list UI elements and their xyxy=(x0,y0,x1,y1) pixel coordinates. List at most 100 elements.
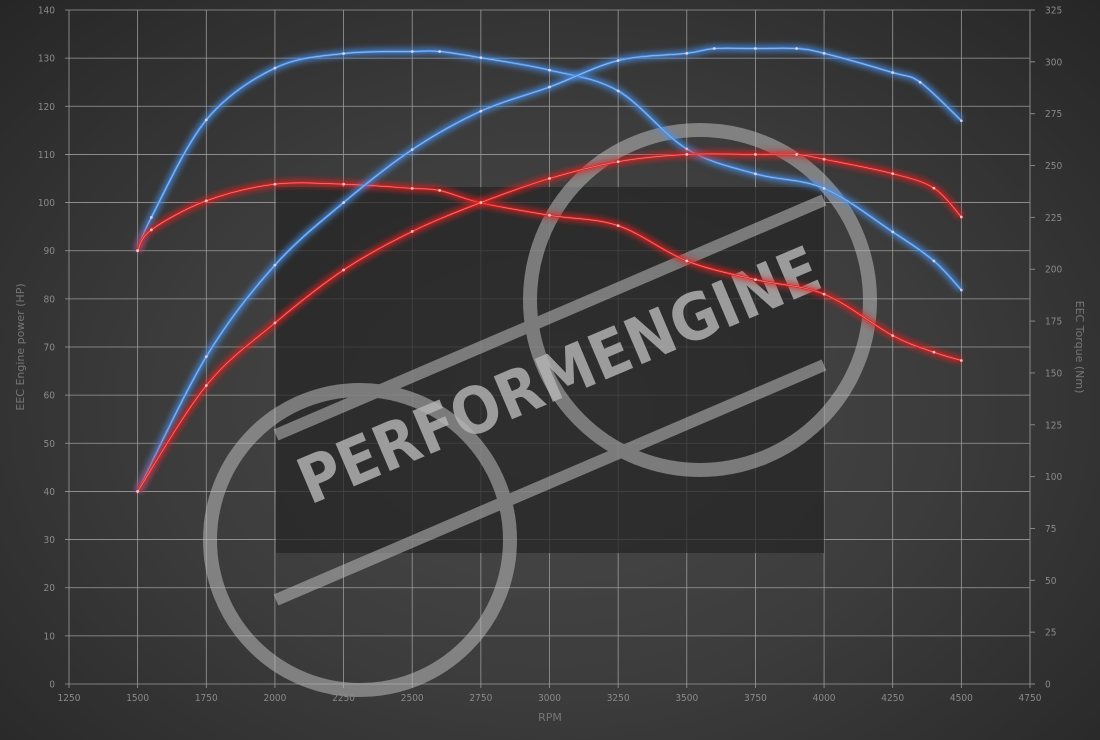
data-point xyxy=(685,153,689,156)
watermark-logo: PERFORMENGINE xyxy=(203,123,877,697)
data-point xyxy=(548,68,551,72)
x-tick-label: 3500 xyxy=(675,693,698,704)
data-point xyxy=(273,182,277,186)
data-point xyxy=(822,292,826,296)
data-point xyxy=(616,59,620,62)
data-point xyxy=(891,172,895,176)
y-right-tick-label: 200 xyxy=(1045,265,1062,276)
data-point xyxy=(959,119,963,123)
data-point xyxy=(438,50,442,53)
y-axis-left-label: EEC Engine power (HP) xyxy=(14,283,27,410)
data-point xyxy=(410,186,414,190)
y-right-tick-label: 100 xyxy=(1045,472,1062,483)
axes: 1250 1500 1750 2000 2250 2500 2750 3000 3250 3500… xyxy=(38,6,1063,705)
x-tick-label: 4750 xyxy=(1019,693,1042,704)
data-point xyxy=(204,118,208,122)
series-highlight xyxy=(137,182,962,361)
data-point xyxy=(932,259,936,263)
y-right-tick-label: 75 xyxy=(1045,524,1056,535)
x-tick-label: 1250 xyxy=(58,693,81,704)
data-point xyxy=(754,278,757,281)
x-tick-label: 4000 xyxy=(813,693,836,704)
y-right-tick-label: 225 xyxy=(1045,213,1062,224)
x-tick-label: 4250 xyxy=(881,693,904,704)
data-point xyxy=(479,56,483,60)
data-point xyxy=(918,80,922,84)
y-right-tick-label: 50 xyxy=(1045,576,1057,587)
data-point xyxy=(795,153,799,156)
data-point xyxy=(685,147,689,151)
y-right-tick-label: 125 xyxy=(1045,420,1062,431)
data-point xyxy=(822,157,826,161)
data-point xyxy=(754,47,757,50)
data-point xyxy=(149,228,153,232)
y-left-tick-label: 10 xyxy=(44,631,56,642)
y-left-tick-label: 70 xyxy=(44,343,56,354)
data-point xyxy=(273,321,277,325)
data-point xyxy=(342,268,345,272)
data-point xyxy=(273,263,277,267)
y-right-tick-label: 175 xyxy=(1045,317,1062,328)
data-point xyxy=(795,47,799,50)
data-point xyxy=(342,182,345,186)
y-right-tick-label: 250 xyxy=(1045,161,1062,172)
data-point xyxy=(932,186,936,190)
y-right-tick-label: 300 xyxy=(1045,57,1062,68)
data-point xyxy=(410,230,414,233)
data-point xyxy=(891,230,895,234)
data-point xyxy=(136,490,140,493)
x-tick-label: 3250 xyxy=(607,693,630,704)
data-point xyxy=(204,384,208,387)
data-point xyxy=(822,51,826,55)
data-point xyxy=(685,259,689,263)
x-tick-label: 2750 xyxy=(469,693,492,704)
y-right-tick-label: 150 xyxy=(1045,368,1062,379)
data-point xyxy=(410,148,414,152)
data-point xyxy=(548,85,551,89)
series-1 xyxy=(134,179,963,364)
data-point xyxy=(616,160,620,164)
y-right-tick-label: 275 xyxy=(1045,109,1062,120)
x-tick-label: 2500 xyxy=(401,693,424,704)
x-tick-label: 4500 xyxy=(950,693,973,704)
series-3 xyxy=(134,150,964,494)
data-point xyxy=(149,215,153,219)
data-point xyxy=(754,172,757,176)
x-axis-label: RPM xyxy=(538,711,562,724)
data-point xyxy=(822,186,826,190)
series-2 xyxy=(134,44,964,494)
data-point xyxy=(754,153,757,156)
data-point xyxy=(712,47,716,50)
y-left-tick-label: 30 xyxy=(44,535,56,546)
y-left-tick-label: 140 xyxy=(38,6,55,17)
y-left-tick-label: 100 xyxy=(38,198,55,209)
data-point xyxy=(548,177,551,180)
data-point xyxy=(479,109,483,113)
data-point xyxy=(891,334,895,337)
data-point xyxy=(204,355,208,359)
y-left-tick-label: 40 xyxy=(44,487,56,498)
y-right-tick-label: 325 xyxy=(1045,6,1062,17)
data-point xyxy=(959,288,963,292)
y-right-tick-label: 25 xyxy=(1045,628,1056,639)
data-point xyxy=(548,213,551,217)
y-left-tick-label: 50 xyxy=(44,439,56,450)
y-left-tick-label: 130 xyxy=(38,54,55,65)
y-left-tick-label: 80 xyxy=(44,294,56,305)
y-left-tick-label: 0 xyxy=(49,680,55,691)
data-point xyxy=(342,52,345,55)
data-point xyxy=(891,71,895,74)
data-point xyxy=(685,51,689,55)
x-tick-label: 3750 xyxy=(744,693,767,704)
x-tick-label: 2000 xyxy=(263,693,286,704)
data-point xyxy=(932,350,936,354)
data-point xyxy=(616,224,620,228)
data-point xyxy=(438,189,442,192)
data-point xyxy=(342,201,345,204)
x-tick-label: 1750 xyxy=(195,693,218,704)
y-left-tick-label: 20 xyxy=(44,583,56,594)
series-layer xyxy=(134,44,964,494)
y-left-tick-label: 120 xyxy=(38,102,55,113)
data-point xyxy=(959,215,963,219)
